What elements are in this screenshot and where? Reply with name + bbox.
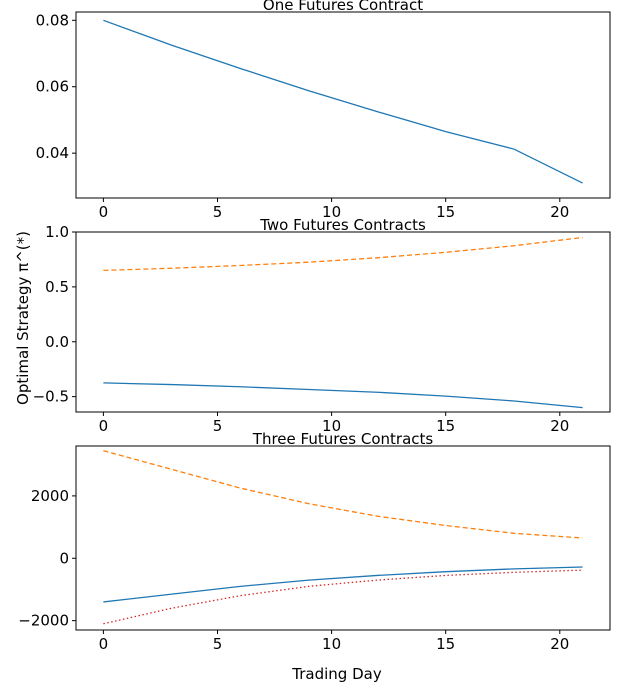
- y-tick-label: 0.06: [36, 78, 69, 96]
- series-line-2: [103, 236, 583, 272]
- y-tick-label: 1.0: [45, 223, 69, 241]
- y-tick-label: 0.04: [36, 144, 69, 162]
- x-tick-label: 10: [322, 635, 341, 653]
- x-tick-label: 5: [213, 417, 223, 435]
- x-axis-label: Trading Day: [291, 665, 382, 683]
- x-tick-label: 10: [322, 203, 341, 221]
- series-line-2: [103, 450, 583, 539]
- y-axis-label-main: Optimal Strategy π^(*): [14, 231, 32, 405]
- y-axis-label: Optimal Strategy π^(*): [14, 231, 32, 405]
- x-tick-label: 5: [213, 635, 223, 653]
- series-line-1: [103, 566, 583, 603]
- x-tick-label: 20: [550, 417, 569, 435]
- chart-title: Three Futures Contracts: [252, 430, 434, 448]
- series-line-1: [103, 382, 583, 409]
- series-line-1: [103, 19, 583, 184]
- y-tick-label: −0.5: [33, 388, 69, 406]
- axes-frame: [75, 231, 611, 413]
- x-tick-label: 20: [550, 203, 569, 221]
- y-tick-label: 0: [59, 549, 69, 567]
- y-tick-label: 0.08: [36, 11, 69, 29]
- axes-frame: [75, 445, 611, 631]
- x-tick-label: 0: [99, 635, 109, 653]
- x-tick-label: 5: [213, 203, 223, 221]
- axes-frame: [75, 11, 611, 199]
- x-tick-label: 10: [322, 417, 341, 435]
- x-tick-label: 0: [99, 417, 109, 435]
- y-tick-label: 2000: [31, 487, 69, 505]
- x-tick-label: 15: [436, 417, 455, 435]
- chart-panel-3: 0 5 10 15 20 −2000 0 2000 Three Futures Contract…: [18, 430, 611, 653]
- x-tick-label: 20: [550, 635, 569, 653]
- y-tick-label: 0.5: [45, 278, 69, 296]
- chart-panel-2: 0 5 10 15 20 −0.5 0.0 0.5 1.0 Two Futures Contrac…: [33, 216, 611, 435]
- y-tick-label: −2000: [18, 612, 69, 630]
- chart-title: Two Futures Contracts: [259, 216, 426, 234]
- x-tick-label: 15: [436, 635, 455, 653]
- y-tick-label: 0.0: [45, 333, 69, 351]
- x-tick-label: 0: [99, 203, 109, 221]
- chart-panel-1: 0 5 10 15 20 0.04 0.06 0.08 One Futures Contract: [36, 0, 611, 221]
- chart-title: One Futures Contract: [263, 0, 423, 14]
- x-tick-label: 15: [436, 203, 455, 221]
